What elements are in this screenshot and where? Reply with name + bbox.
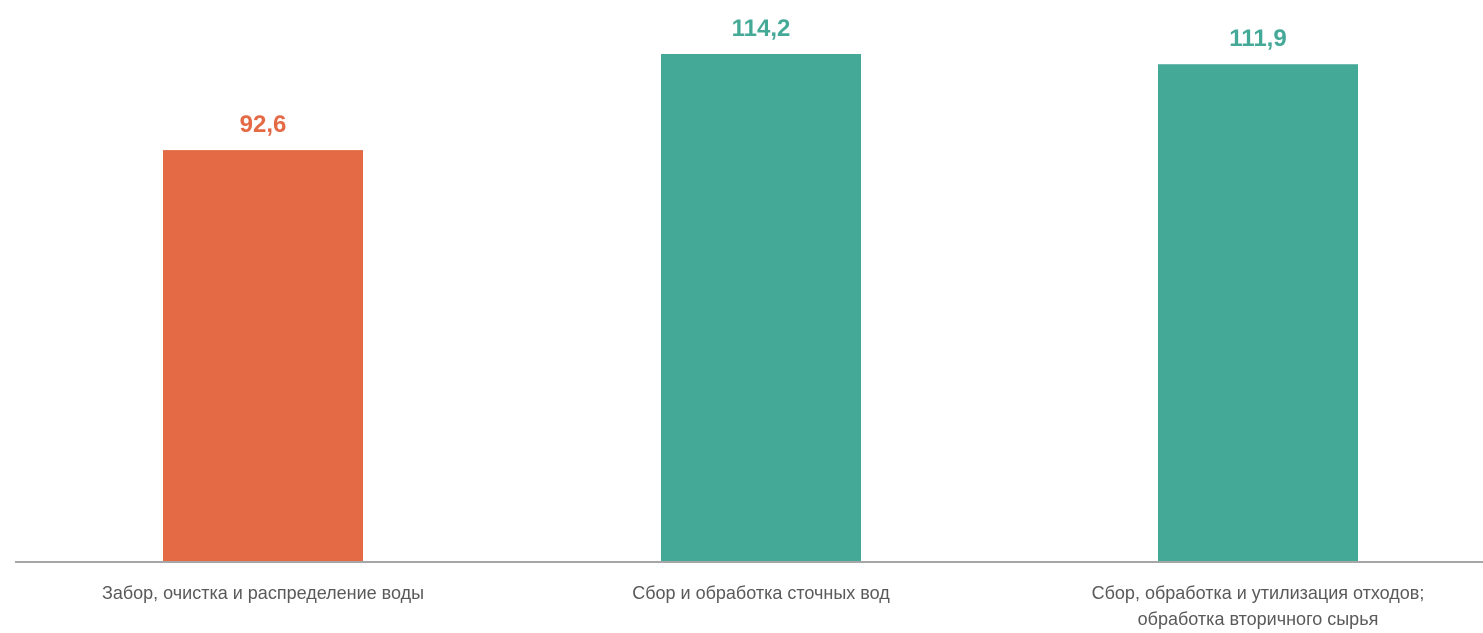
value-label-2: 114,2	[732, 15, 791, 42]
value-labels-group: 92,6 114,2 111,9	[240, 15, 1287, 138]
category-labels-group: Забор, очистка и распределение воды Сбор …	[102, 583, 1424, 629]
category-label-1: Забор, очистка и распределение воды	[102, 583, 424, 603]
value-label-3: 111,9	[1229, 25, 1286, 52]
bar-2	[661, 54, 861, 562]
category-label-3-line-1: Сбор, обработка и утилизация отходов;	[1092, 583, 1425, 603]
category-label-3-line-2: обработка вторичного сырья	[1138, 609, 1379, 629]
value-label-1: 92,6	[240, 111, 287, 138]
bars-group	[163, 54, 1358, 563]
bar-1	[163, 150, 363, 563]
bar-3	[1158, 64, 1358, 562]
category-label-2: Сбор и обработка сточных вод	[632, 583, 890, 603]
